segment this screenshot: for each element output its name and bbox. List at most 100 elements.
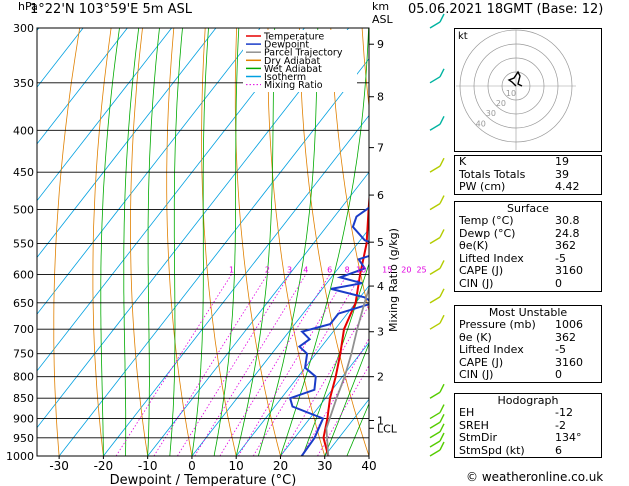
dry-adiabat: [166, 28, 193, 456]
wind-barb-flag: [439, 441, 445, 451]
index-value: 39: [555, 167, 569, 181]
index-row: EH -12: [455, 406, 601, 420]
km-label: km: [372, 0, 390, 13]
hodograph-trace: [507, 70, 523, 87]
wind-barb-flag: [439, 413, 445, 423]
legend-label: Isotherm: [264, 72, 306, 83]
section-title: Most Unstable: [488, 306, 568, 319]
location-title: 1°22'N 103°59'E 5m ASL: [30, 2, 192, 17]
mixing-ratio-label: 25: [416, 265, 426, 274]
legend-label: Wet Adiabat: [264, 64, 322, 75]
wind-barb: [429, 411, 441, 420]
index-row: Temp (°C) 30.8: [455, 214, 601, 228]
index-value: 30.8: [555, 214, 580, 227]
asl-label: ASL: [372, 13, 393, 26]
index-row: CIN (J) 0: [455, 369, 601, 382]
axes: 1 2 3 4 6 8 10 15 20 2530035040045050055060065070…: [6, 22, 427, 486]
x-tick-label: 30: [317, 459, 332, 473]
index-value: -12: [555, 406, 573, 419]
wet-adiabat: [169, 28, 183, 456]
index-row: CIN (J) 0: [455, 276, 601, 291]
mixing-ratio-line: [219, 274, 331, 456]
pressure-tick-label: 500: [13, 204, 34, 217]
legend-label: Dry Adiabat: [264, 56, 321, 67]
wind-barb: [429, 21, 441, 29]
wind-barb: [429, 165, 441, 173]
km-tick-label: 5: [377, 236, 384, 249]
index-row: CAPE (J) 3160: [455, 265, 601, 278]
index-label: Dewp (°C): [459, 226, 516, 240]
pressure-tick-label: 750: [13, 348, 34, 361]
index-value: 134°: [555, 431, 582, 445]
surface-panel: Surface Temp (°C) 30.8 Dewp (°C) 24.8 θe(K) 36…: [454, 201, 602, 292]
legend-label: Parcel Trajectory: [264, 48, 343, 59]
isotherm-line: [235, 285, 369, 456]
dry-adiabat: [613, 28, 629, 456]
wet-adiabat: [324, 342, 369, 456]
section-title: Surface: [507, 202, 549, 215]
index-row: Lifted Index -5: [455, 344, 601, 357]
index-row: Pressure (mb) 1006: [455, 318, 601, 332]
index-label: CAPE (J): [459, 355, 504, 369]
isotherm-line: [37, 28, 305, 372]
index-value: 24.8: [555, 226, 580, 240]
isotherm-line: [37, 28, 172, 202]
wind-barb-flag: [439, 260, 445, 269]
index-label: EH: [459, 406, 475, 419]
index-row: SREH -2: [455, 418, 601, 433]
pressure-tick-label: 550: [13, 237, 34, 250]
pressure-tick-label: 800: [13, 371, 34, 384]
index-row: θe (K) 362: [455, 330, 601, 345]
index-row: Totals Totals 39: [455, 167, 601, 182]
wet-adiabat: [302, 262, 369, 456]
mixing-ratio-label: 2: [265, 265, 270, 274]
index-row: Lifted Index -5: [455, 252, 601, 266]
x-tick-label: 10: [229, 459, 244, 473]
wind-barb-flag: [439, 423, 445, 433]
index-value: 362: [555, 330, 576, 344]
x-tick-label: -20: [94, 459, 114, 473]
x-tick-label: -30: [49, 459, 69, 473]
km-tick-label: 4: [377, 280, 384, 293]
mixing-ratio-label: 1: [229, 265, 234, 274]
index-row: Dewp (°C) 24.8: [455, 226, 601, 241]
wet-adiabat: [191, 28, 209, 456]
pressure-tick-label: 650: [13, 297, 34, 310]
km-tick-label: 3: [377, 326, 384, 339]
index-value: 6: [555, 443, 562, 457]
wind-barb: [429, 391, 441, 399]
hodograph-ring-label: 40: [476, 119, 486, 128]
hodograph-ring-label: 20: [496, 99, 506, 108]
index-value: -2: [555, 418, 566, 432]
index-label: Pressure (mb): [459, 318, 536, 331]
pressure-tick-label: 350: [13, 77, 34, 90]
dry-adiabat: [53, 28, 81, 456]
index-row: θe(K) 362: [455, 240, 601, 253]
wind-barb: [429, 440, 441, 448]
index-label: K: [459, 155, 467, 168]
mixing-ratio-label: 8: [345, 265, 350, 274]
index-value: 0: [555, 276, 562, 290]
wind-barb-flag: [439, 229, 445, 238]
x-axis-title: Dewpoint / Temperature (°C): [110, 473, 297, 486]
index-label: θe (K): [459, 330, 492, 344]
isotherm-line: [37, 28, 350, 429]
hodograph-table-panel: Hodograph EH -12 SREH -2 StmDir 134° StmSpd (kt…: [454, 393, 602, 459]
pressure-tick-label: 850: [13, 392, 34, 405]
index-value: 0: [555, 368, 562, 382]
index-label: PW (cm): [459, 180, 506, 194]
legend-box: [243, 30, 357, 92]
wind-barb-flag: [439, 432, 445, 442]
mixing-ratio-label: 3: [287, 265, 292, 274]
pressure-tick-label: 400: [13, 124, 34, 137]
mixing-ratio-label: 6: [327, 265, 332, 274]
isotherm-line: [58, 58, 369, 456]
x-tick-label: 20: [273, 459, 288, 473]
index-row: StmSpd (kt) 6: [455, 443, 601, 458]
index-label: CIN (J): [459, 368, 494, 382]
mixing-ratio-line: [153, 274, 268, 456]
index-value: 19: [555, 155, 569, 168]
mixing-ratio-label: 4: [303, 265, 308, 274]
isotherm-line: [37, 28, 261, 315]
